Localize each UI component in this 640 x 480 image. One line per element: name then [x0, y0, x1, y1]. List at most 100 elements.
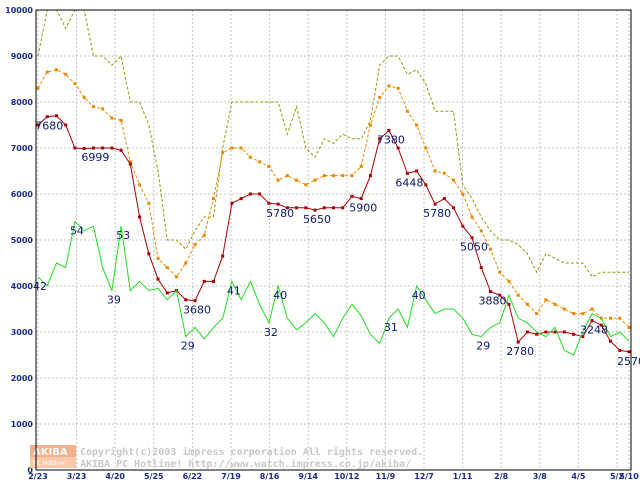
data-point	[387, 84, 391, 88]
data-point	[128, 162, 132, 166]
data-point	[544, 298, 548, 302]
x-tick-label: 9/14	[298, 472, 318, 480]
data-point	[572, 332, 576, 336]
data-point	[424, 183, 428, 187]
data-point	[147, 252, 151, 256]
data-point	[258, 192, 262, 196]
data-label: 29	[476, 340, 490, 353]
x-tick-label: 2/23	[28, 472, 48, 480]
data-point	[507, 279, 511, 283]
y-tick-label: 8000	[11, 98, 34, 107]
data-point	[267, 164, 271, 168]
data-point	[64, 72, 68, 76]
data-point	[452, 206, 456, 210]
data-point	[184, 261, 188, 265]
y-tick-label: 4000	[11, 282, 34, 291]
data-point	[498, 293, 502, 297]
data-point	[562, 330, 566, 334]
data-point	[442, 171, 446, 175]
data-point	[590, 307, 594, 311]
y-tick-label: 1000	[11, 420, 34, 429]
data-labels: 7680 6999 3680 5780 5650 5900 7380 6448 5780 5050…	[33, 120, 640, 368]
y-tick-label: 2000	[11, 374, 34, 383]
data-point	[202, 233, 206, 237]
data-point	[488, 290, 492, 294]
data-point	[119, 118, 123, 122]
data-point	[618, 348, 622, 352]
data-point	[332, 174, 335, 178]
data-point	[82, 95, 86, 99]
data-label: 7380	[377, 134, 405, 147]
x-tick-label: 5/2	[610, 472, 624, 480]
data-point	[82, 146, 86, 150]
data-point	[479, 266, 483, 270]
x-tick-label: 3/8	[533, 472, 547, 480]
data-point	[313, 178, 317, 182]
x-tick-label: 6/22	[183, 472, 203, 480]
data-label: 32	[264, 326, 278, 339]
data-point	[525, 302, 529, 306]
data-point	[304, 206, 308, 210]
data-point	[110, 116, 114, 120]
data-point	[128, 160, 132, 164]
data-point	[387, 129, 391, 133]
data-point	[415, 169, 419, 173]
data-label: 6999	[81, 151, 109, 164]
data-point	[359, 197, 363, 201]
data-point	[516, 293, 520, 297]
x-tick-label: 1/11	[453, 472, 473, 480]
data-label: 53	[116, 229, 130, 242]
data-point	[239, 146, 243, 150]
data-point	[54, 114, 58, 118]
data-point	[64, 123, 68, 127]
data-point	[581, 335, 585, 339]
y-tick-label: 0	[27, 466, 33, 475]
data-label: 5650	[303, 213, 331, 226]
data-point	[276, 202, 280, 206]
data-point	[415, 123, 419, 127]
data-label: 42	[33, 280, 47, 293]
data-label: 40	[412, 289, 426, 302]
series-line	[37, 69, 630, 328]
data-point	[175, 275, 179, 279]
data-point	[461, 224, 465, 228]
data-label: 29	[181, 340, 195, 353]
data-point	[332, 206, 335, 210]
data-point	[211, 279, 215, 283]
data-point	[221, 151, 225, 155]
copyright-line-1: Copyright(c)2003 impress corporation All…	[80, 446, 423, 458]
series-line	[37, 9, 629, 278]
data-point	[562, 307, 566, 311]
series-2	[36, 114, 631, 354]
logo-box-bottom	[30, 457, 76, 468]
data-label: 3248	[580, 324, 608, 337]
data-point	[45, 115, 49, 119]
data-point	[535, 312, 539, 316]
data-point	[239, 197, 243, 201]
series-3	[37, 220, 630, 356]
data-point	[405, 171, 409, 175]
data-point	[424, 146, 428, 150]
data-point	[544, 330, 548, 334]
x-tick-labels: 2/23 3/23 4/20 5/25 6/22 7/19 8/16 9/14 10/12 11/…	[28, 472, 639, 480]
data-point	[341, 174, 345, 178]
data-point	[221, 254, 225, 258]
data-point	[248, 155, 252, 159]
data-point	[322, 206, 326, 210]
logo-sub: PC Hotline!	[33, 460, 66, 467]
x-tick-label: 10/12	[334, 472, 359, 480]
x-tick-label: 12/7	[414, 472, 434, 480]
series-lines	[36, 9, 631, 356]
y-tick-label: 9000	[11, 52, 34, 61]
data-point	[91, 146, 95, 150]
data-point	[101, 146, 105, 150]
data-point	[184, 298, 188, 302]
data-point	[581, 312, 585, 316]
data-point	[516, 340, 520, 344]
data-point	[525, 330, 529, 334]
data-point	[138, 183, 142, 187]
data-point	[553, 302, 557, 306]
data-point	[488, 247, 492, 251]
data-label: 5780	[266, 207, 294, 220]
